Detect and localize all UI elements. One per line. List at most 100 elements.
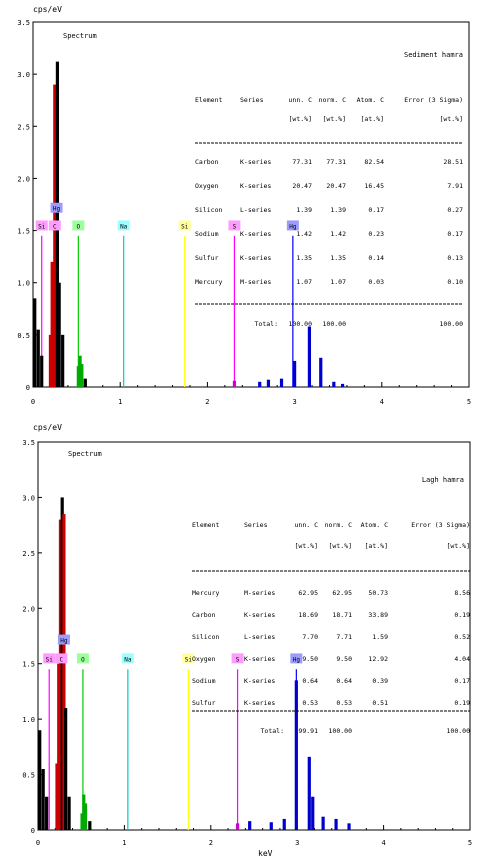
- spectrum-peak: [319, 357, 323, 387]
- y-axis-label: cps/eV: [33, 423, 62, 432]
- table-cell: 4.04: [454, 655, 470, 663]
- element-label: C: [53, 223, 57, 230]
- table-unit: [at.%]: [365, 542, 388, 550]
- element-label: Si: [185, 656, 193, 663]
- table-cell: 62.95: [298, 589, 318, 597]
- spectrum-peak: [235, 823, 240, 830]
- table-header: norm. C: [325, 521, 352, 529]
- table-header: unn. C: [289, 96, 313, 104]
- y-tick-label: 3.0: [17, 71, 30, 79]
- table-cell: 0.64: [302, 677, 318, 685]
- table-cell: K-series: [240, 158, 271, 166]
- spectrum-label: Spectrum: [63, 32, 97, 40]
- spectrum-peak: [266, 379, 271, 387]
- table-cell: 7.71: [336, 633, 352, 641]
- element-label: Si: [181, 223, 189, 230]
- table-cell: 0.14: [368, 254, 384, 262]
- spectrum-peak: [332, 381, 336, 387]
- table-header: Element: [195, 96, 222, 104]
- table-cell: Sodium: [192, 677, 216, 685]
- element-label-box: [72, 220, 85, 231]
- table-unit: [at.%]: [361, 115, 384, 123]
- element-label: Hg: [293, 656, 301, 663]
- table-cell: 28.51: [443, 158, 463, 166]
- y-tick-label: 3.5: [17, 19, 30, 27]
- element-label: Si: [46, 656, 54, 663]
- y-tick-label: 0: [26, 384, 30, 392]
- spectrum-peak: [58, 519, 63, 830]
- element-label-box: [178, 220, 191, 231]
- table-cell: K-series: [240, 230, 271, 238]
- spectrum-peak: [80, 813, 84, 830]
- element-label-box: [43, 653, 56, 664]
- table-cell: 0.53: [302, 699, 318, 707]
- x-tick-label: 3: [292, 398, 296, 406]
- table-cell: 9.50: [302, 655, 318, 663]
- table-unit: [wt.%]: [295, 542, 318, 550]
- table-header: Series: [244, 521, 268, 529]
- table-total-value: 100.00: [440, 320, 464, 328]
- y-tick-label: 3.0: [22, 494, 35, 502]
- y-tick-label: 3.5: [22, 439, 35, 447]
- table-cell: L-series: [244, 633, 275, 641]
- spectrum-peak: [293, 360, 297, 387]
- spectrum-peak: [83, 378, 87, 387]
- table-cell: 0.53: [336, 699, 352, 707]
- table-unit: [wt.%]: [440, 115, 463, 123]
- table-header: norm. C: [319, 96, 346, 104]
- table-cell: 0.51: [372, 699, 388, 707]
- spectrum-peak: [258, 381, 262, 387]
- table-cell: M-series: [240, 278, 271, 286]
- table-header: unn. C: [295, 521, 319, 529]
- table-cell: Silicon: [192, 633, 219, 641]
- table-total-value: 99.91: [298, 727, 318, 735]
- spectrum-peak: [55, 763, 59, 830]
- table-cell: 1.07: [330, 278, 346, 286]
- spectrum-peak: [64, 708, 68, 830]
- element-label-box: [117, 220, 130, 231]
- table-cell: 82.54: [364, 158, 384, 166]
- x-tick-label: 3: [295, 839, 299, 847]
- y-tick-label: 1.5: [17, 228, 30, 236]
- x-tick-label: 2: [209, 839, 213, 847]
- table-cell: Silicon: [195, 206, 222, 214]
- spectrum-peak: [282, 818, 286, 830]
- table-cell: Mercury: [195, 278, 222, 286]
- y-tick-label: 0.5: [22, 772, 35, 780]
- spectrum-peak: [248, 821, 252, 830]
- y-tick-label: 0: [31, 827, 35, 835]
- spectrum-peak: [80, 364, 84, 387]
- element-label-box: [57, 634, 70, 645]
- table-cell: 62.95: [332, 589, 352, 597]
- table-cell: 18.69: [298, 611, 318, 619]
- table-unit: [wt.%]: [329, 542, 352, 550]
- table-cell: K-series: [244, 611, 275, 619]
- spectrum-panel-1: cps/eV 0 0.5 1.0 1.5 2.0 2.5 3.0 3.5 0 1 2 3 4 5 Spectr…: [0, 0, 482, 420]
- x-tick-label: 5: [468, 839, 472, 847]
- element-label: O: [81, 656, 85, 663]
- element-label-box: [290, 653, 303, 664]
- table-cell: 12.92: [368, 655, 388, 663]
- table-cell: 77.31: [326, 158, 346, 166]
- table-cell: 0.13: [447, 254, 463, 262]
- table-header: Series: [240, 96, 264, 104]
- spectrum-peak: [38, 730, 42, 830]
- table-cell: 0.17: [447, 230, 463, 238]
- spectrum-peak: [67, 796, 71, 830]
- table-cell: M-series: [244, 589, 275, 597]
- element-label: C: [60, 656, 64, 663]
- table-cell: Sulfur: [195, 254, 219, 262]
- spectrum-peak: [76, 366, 80, 387]
- x-tick-label: 1: [122, 839, 126, 847]
- spectrum-peak: [334, 818, 338, 830]
- spectrum-peak: [269, 822, 273, 830]
- spectrum-label: Spectrum: [68, 450, 102, 458]
- table-cell: 1.39: [330, 206, 346, 214]
- table-cell: 0.03: [368, 278, 384, 286]
- spectrum-peak: [340, 383, 345, 387]
- spectrum-peak: [294, 680, 298, 830]
- element-label: Hg: [289, 223, 297, 230]
- x-tick-label: 2: [205, 398, 209, 406]
- spectrum-peak: [307, 756, 311, 830]
- table-header: Atom. C: [361, 521, 388, 529]
